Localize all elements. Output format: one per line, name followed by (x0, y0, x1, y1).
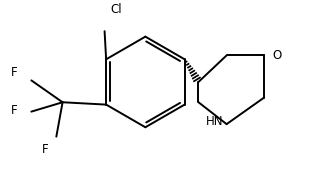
Text: Cl: Cl (110, 3, 121, 16)
Text: F: F (42, 143, 49, 156)
Text: HN: HN (206, 115, 224, 128)
Text: F: F (10, 66, 17, 79)
Text: F: F (10, 103, 17, 117)
Text: O: O (272, 49, 281, 62)
